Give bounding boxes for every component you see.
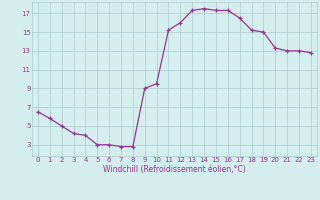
X-axis label: Windchill (Refroidissement éolien,°C): Windchill (Refroidissement éolien,°C) <box>103 165 246 174</box>
